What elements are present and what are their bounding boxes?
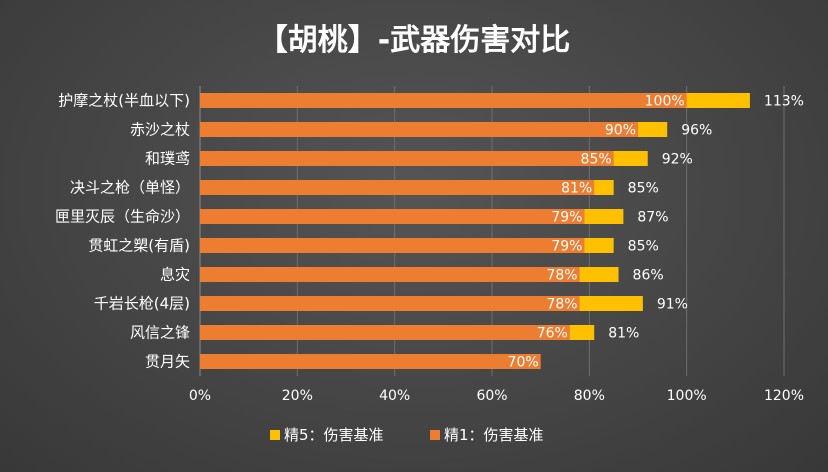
- data-label-refine5: 81%: [608, 326, 639, 342]
- chart-title: 【胡桃】-武器伤害对比: [258, 23, 570, 58]
- data-label-refine5: 86%: [633, 268, 664, 284]
- data-label-refine5: 92%: [662, 152, 693, 168]
- category-label: 赤沙之杖: [130, 121, 190, 139]
- x-tick-label: 100%: [667, 388, 707, 404]
- category-label: 息灾: [160, 266, 190, 284]
- bar-refine1: [200, 238, 585, 253]
- bar-refine1: [200, 93, 687, 108]
- bar-refine1: [200, 151, 614, 166]
- x-tick-label: 120%: [764, 388, 804, 404]
- x-tick-label: 80%: [574, 388, 605, 404]
- data-label-refine1: 90%: [605, 123, 636, 139]
- category-label: 匣里灭辰（生命沙）: [55, 208, 190, 226]
- data-label-refine1: 70%: [508, 355, 539, 371]
- data-label-refine1: 78%: [546, 268, 577, 284]
- data-label-refine5: 113%: [764, 94, 804, 110]
- legend-label-refine1: 精1：伤害基准: [444, 426, 544, 444]
- bars: 100% 113%90% 96%85% 92%81% 85%79% 87%79% 85%78…: [200, 93, 804, 371]
- bar-refine1: [200, 209, 585, 224]
- data-label-refine1: 79%: [551, 210, 582, 226]
- category-label: 护摩之杖(半血以下): [58, 92, 190, 110]
- bar-refine1: [200, 122, 638, 137]
- data-label-refine1: 100%: [645, 94, 685, 110]
- category-label: 和璞鸢: [145, 150, 190, 168]
- legend: 精5：伤害基准 精1：伤害基准: [270, 426, 544, 444]
- category-label: 千岩长枪(4层): [94, 295, 190, 313]
- data-label-refine5: 85%: [628, 181, 659, 197]
- data-label-refine1: 78%: [546, 297, 577, 313]
- category-label: 贯月矢: [145, 353, 190, 371]
- bar-refine1: [200, 325, 570, 340]
- data-label-refine1: 85%: [581, 152, 612, 168]
- legend-label-refine5: 精5：伤害基准: [284, 426, 384, 444]
- data-label-refine5: 96%: [681, 123, 712, 139]
- data-label-refine1: 79%: [551, 239, 582, 255]
- legend-swatch-refine5: [270, 430, 280, 440]
- data-label-refine5: 91%: [657, 297, 688, 313]
- legend-swatch-refine1: [430, 430, 440, 440]
- bar-refine1: [200, 180, 595, 195]
- data-label-refine5: 85%: [628, 239, 659, 255]
- data-label-refine1: 76%: [537, 326, 568, 342]
- category-label: 贯虹之槊(有盾): [88, 237, 190, 255]
- category-label: 风信之锋: [130, 324, 190, 342]
- data-label-refine5: 87%: [637, 210, 668, 226]
- bar-refine1: [200, 354, 541, 369]
- x-axis-ticks: 0% 20% 40% 60% 80% 100% 120%: [189, 388, 804, 404]
- category-label: 决斗之枪（单怪）: [70, 179, 190, 197]
- x-tick-label: 60%: [476, 388, 507, 404]
- x-tick-label: 0%: [189, 388, 211, 404]
- bar-refine1: [200, 267, 580, 282]
- data-label-refine1: 81%: [561, 181, 592, 197]
- x-tick-label: 40%: [379, 388, 410, 404]
- bar-refine1: [200, 296, 580, 311]
- x-tick-label: 20%: [282, 388, 313, 404]
